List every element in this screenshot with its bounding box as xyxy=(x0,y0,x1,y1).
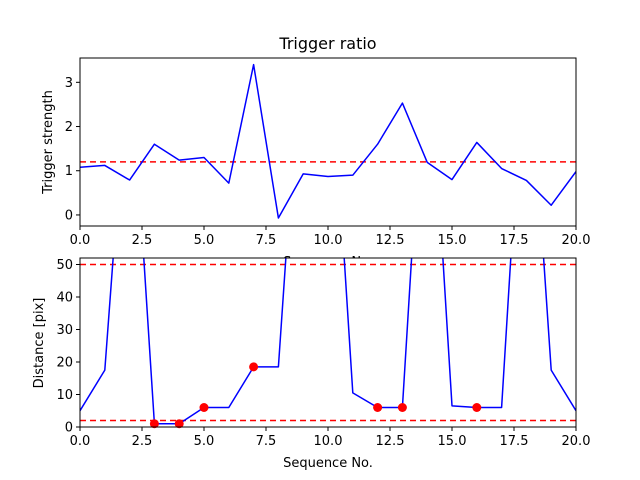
bottom-y-tick-label: 40 xyxy=(56,291,73,306)
top-y-axis-label: Trigger strength xyxy=(41,90,56,195)
top-x-tick-label: 5.0 xyxy=(194,233,215,248)
top-chart-title: Trigger ratio xyxy=(278,34,376,53)
bottom-marker-point xyxy=(373,403,383,412)
bottom-markers-group xyxy=(149,362,482,429)
top-x-tick-label: 0.0 xyxy=(70,233,91,248)
bottom-y-tick-label: 10 xyxy=(56,388,73,403)
top-x-tick-label: 2.5 xyxy=(132,233,153,248)
bottom-y-ticks: 0 10 20 30 40 50 xyxy=(56,258,80,436)
bottom-y-axis-label: Distance [pix] xyxy=(32,298,47,389)
bottom-marker-point xyxy=(249,362,259,372)
top-series-line-0 xyxy=(80,63,576,219)
bottom-x-tick-label: 0.0 xyxy=(70,434,91,449)
bottom-x-axis-label: Sequence No. xyxy=(283,456,373,471)
bottom-plot-background xyxy=(80,258,576,427)
bottom-x-ticks: 0.0 2.5 5.0 7.5 10.0 12.5 15.0 17.5 20.0 xyxy=(70,427,591,449)
top-y-ticks: 0 1 2 3 xyxy=(65,76,80,223)
bottom-y-tick-label: 0 xyxy=(65,421,73,436)
top-x-tick-label: 10.0 xyxy=(314,233,343,248)
bottom-x-tick-label: 7.5 xyxy=(256,434,277,449)
bottom-x-tick-label: 15.0 xyxy=(438,434,467,449)
top-plot-clip-group xyxy=(80,63,576,219)
bottom-x-tick-label: 5.0 xyxy=(194,434,215,449)
bottom-y-tick-label: 50 xyxy=(56,258,73,273)
bottom-x-tick-label: 2.5 xyxy=(132,434,153,449)
top-y-tick-label: 2 xyxy=(65,120,73,135)
bottom-plot-clip-group xyxy=(80,258,576,429)
bottom-threshold-lines xyxy=(80,263,576,422)
top-series-group xyxy=(80,63,576,219)
top-x-tick-label: 15.0 xyxy=(438,233,467,248)
top-x-tick-label: 12.5 xyxy=(376,233,405,248)
bottom-series-line-0 xyxy=(80,258,576,425)
bottom-y-tick-label: 30 xyxy=(56,323,73,338)
bottom-x-tick-label: 20.0 xyxy=(562,434,591,449)
bottom-x-tick-label: 12.5 xyxy=(376,434,405,449)
bottom-marker-point xyxy=(472,403,482,412)
bottom-marker-point xyxy=(397,403,407,412)
top-y-tick-label: 3 xyxy=(65,76,73,91)
bottom-series-group xyxy=(80,258,576,425)
top-y-tick-label: 1 xyxy=(65,164,73,179)
top-x-tick-label: 17.5 xyxy=(500,233,529,248)
top-x-ticks: 0.0 2.5 5.0 7.5 10.0 12.5 15.0 17.5 20.0 xyxy=(70,226,591,248)
bottom-y-tick-label: 20 xyxy=(56,356,73,371)
bottom-marker-point xyxy=(149,419,159,429)
distance-chart: 0.0 2.5 5.0 7.5 10.0 12.5 15.0 17.5 20.0 0 10 20 30… xyxy=(32,257,591,471)
bottom-x-tick-label: 10.0 xyxy=(314,434,343,449)
top-x-tick-label: 20.0 xyxy=(562,233,591,248)
bottom-x-tick-label: 17.5 xyxy=(500,434,529,449)
bottom-marker-point xyxy=(174,419,184,429)
top-x-tick-label: 7.5 xyxy=(256,233,277,248)
bottom-marker-point xyxy=(199,403,209,412)
top-y-tick-label: 0 xyxy=(65,208,73,223)
